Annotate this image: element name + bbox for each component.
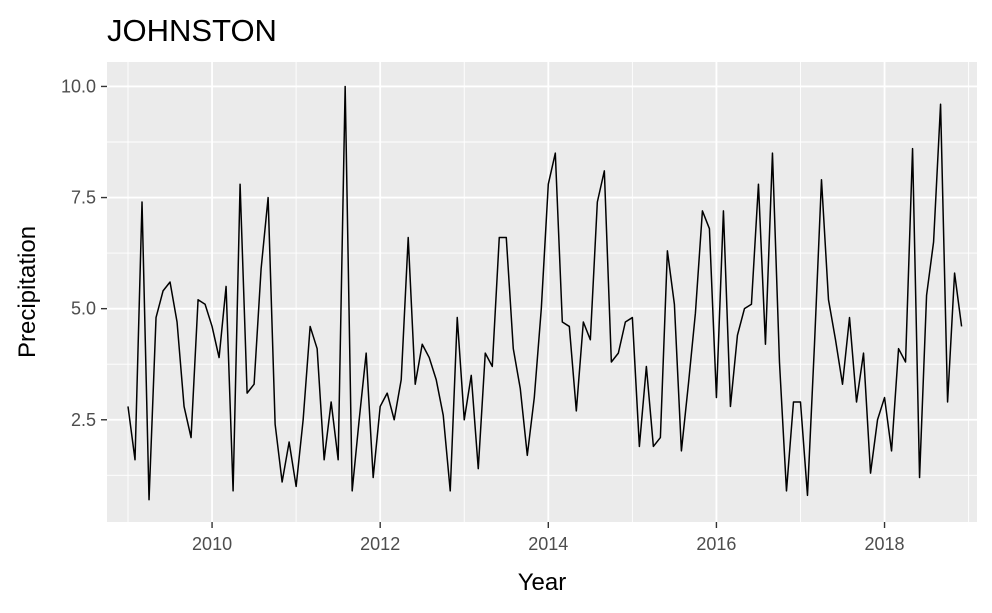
x-tick-label: 2018 (865, 534, 905, 554)
x-tick-label: 2012 (360, 534, 400, 554)
series-layer (127, 85, 963, 501)
y-tick-label: 10.0 (61, 76, 96, 96)
x-tick-label: 2016 (696, 534, 736, 554)
y-tick-label: 5.0 (71, 299, 96, 319)
major-gridlines (107, 62, 977, 522)
y-tick-label: 2.5 (71, 410, 96, 430)
x-tick-label: 2010 (192, 534, 232, 554)
x-tick-label: 2014 (528, 534, 568, 554)
chart-title: JOHNSTON (107, 13, 277, 48)
y-axis-title: Precipitation (14, 226, 41, 358)
y-axis: 2.5 5.0 7.5 10.0 (61, 76, 107, 430)
x-axis-title: Year (518, 569, 567, 596)
precipitation-series-line (127, 85, 963, 501)
x-axis: 2010 2012 2014 2016 2018 (192, 522, 905, 554)
minor-gridlines (107, 62, 977, 522)
y-tick-label: 7.5 (71, 188, 96, 208)
